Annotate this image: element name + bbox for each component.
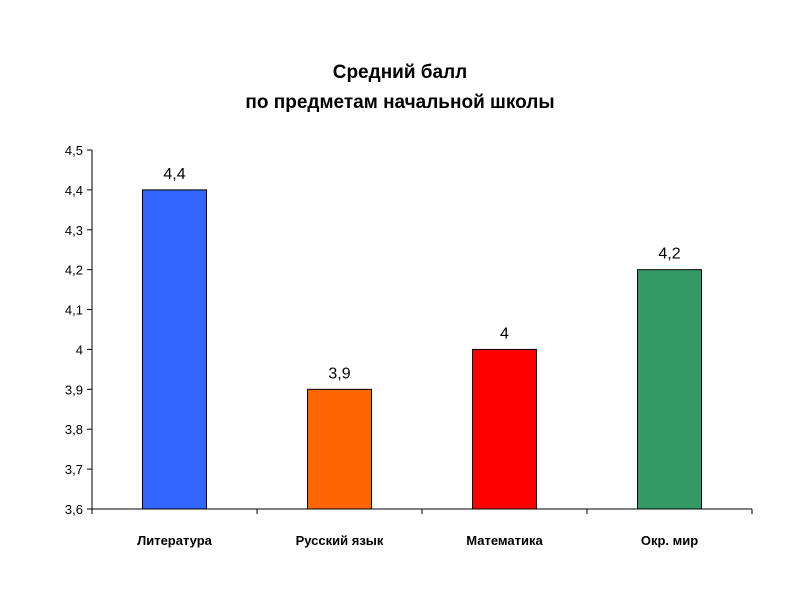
y-tick-label: 3,9 <box>65 382 83 397</box>
y-tick-label: 3,7 <box>65 462 83 477</box>
x-category-label: Русский язык <box>296 533 384 548</box>
y-tick-label: 3,6 <box>65 502 83 517</box>
chart-title-line-2: по предметам начальной школы <box>245 92 555 113</box>
data-label: 4,4 <box>163 166 185 183</box>
x-axis: Литература Русский язык Математика Окр. мир <box>91 508 753 548</box>
y-tick-label: 4,4 <box>65 183 83 198</box>
data-labels: 4,4 3,9 4 4,2 <box>163 166 680 382</box>
data-label: 4 <box>500 325 509 342</box>
bar <box>637 269 702 510</box>
y-tick-label: 3,8 <box>65 422 83 437</box>
bars <box>142 189 702 510</box>
chart-title-line-1: Средний балл <box>332 62 468 83</box>
y-tick-label: 4 <box>76 342 83 357</box>
y-tick-label: 4,3 <box>65 223 83 238</box>
x-category-label: Литература <box>137 533 213 548</box>
bar <box>142 189 207 510</box>
data-label: 3,9 <box>328 365 350 382</box>
bar <box>307 388 372 510</box>
data-label: 4,2 <box>658 246 680 263</box>
y-tick-label: 4,2 <box>65 263 83 278</box>
x-category-label: Окр. мир <box>641 533 698 548</box>
bar <box>472 348 537 510</box>
y-tick-label: 4,1 <box>65 303 83 318</box>
y-tick-label: 4,5 <box>65 143 83 158</box>
x-category-label: Математика <box>466 533 543 548</box>
y-axis: 3,6 3,7 3,8 3,9 4 4,1 4,2 4,3 4,4 4,5 <box>65 143 93 517</box>
